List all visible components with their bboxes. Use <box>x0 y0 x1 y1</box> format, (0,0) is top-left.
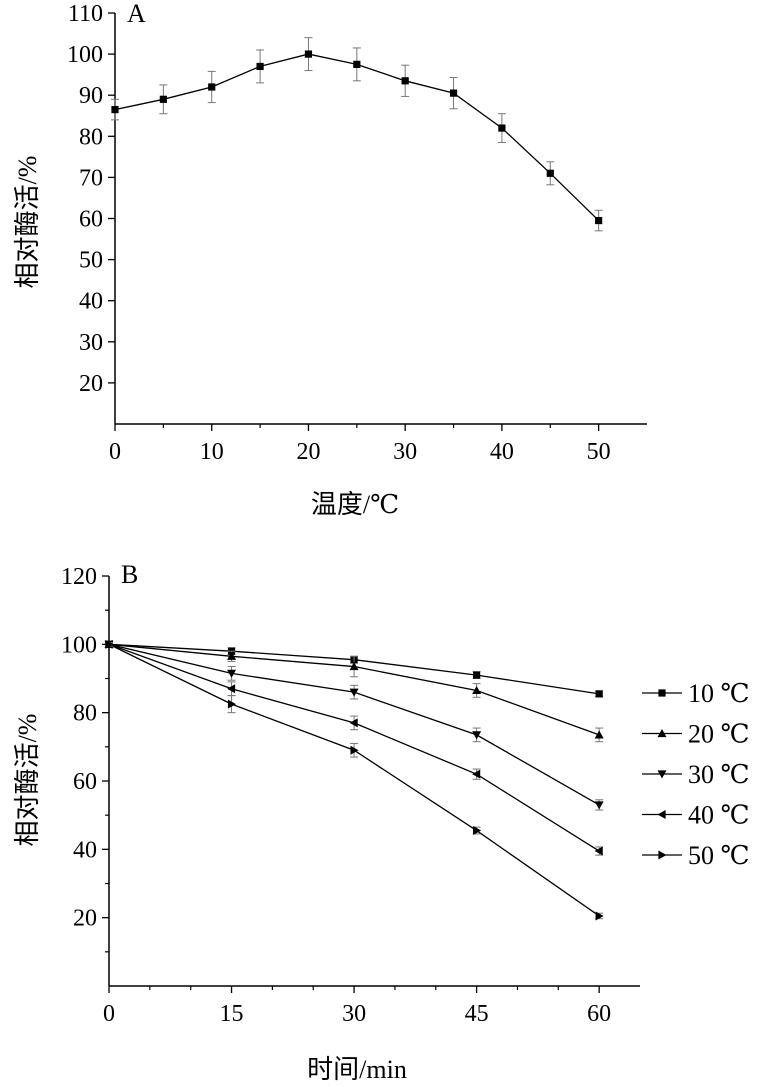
chart-b-y-axis-title: 相对酶活/% <box>13 714 42 847</box>
x-tick-label: 45 <box>465 1001 489 1027</box>
legend-label: 50 ℃ <box>688 841 750 870</box>
legend-label: 30 ℃ <box>688 760 750 789</box>
data-point <box>449 89 458 97</box>
data-point <box>401 77 409 85</box>
x-tick-label: 60 <box>587 1001 611 1027</box>
data-point <box>472 731 482 740</box>
data-point <box>105 639 114 649</box>
data-point <box>594 846 603 856</box>
data-point <box>595 690 603 698</box>
data-point <box>349 718 358 728</box>
legend-item: 10 ℃ <box>642 679 750 708</box>
data-point <box>208 83 216 91</box>
data-point <box>304 50 313 58</box>
legend-marker <box>657 810 666 819</box>
data-point <box>350 745 359 755</box>
chart-a-y-axis-title: 相对酶活/% <box>13 156 42 289</box>
legend-label: 40 ℃ <box>688 801 750 830</box>
y-tick-label: 120 <box>61 564 97 590</box>
legend-marker <box>658 689 666 697</box>
y-tick-label: 110 <box>68 1 103 27</box>
data-point <box>227 669 237 678</box>
chart-panel-a: 20 30 40 50 60 70 80 90 100 110 0 10 20 30 40 50 A 温度/… <box>13 0 647 519</box>
legend-marker <box>657 729 667 738</box>
data-point <box>159 95 167 103</box>
data-point <box>473 671 481 679</box>
y-tick-label: 80 <box>73 701 97 727</box>
data-point <box>595 216 603 225</box>
data-point <box>472 685 482 695</box>
chart-b-axes <box>108 576 640 987</box>
data-point <box>227 651 237 660</box>
x-tick-label: 50 <box>587 439 611 465</box>
chart-panel-b: 20 40 60 80 100 120 0 15 30 45 60 10 ℃ 20 ℃ 30 ℃ 40 … <box>13 560 750 1084</box>
y-tick-label: 80 <box>79 124 103 150</box>
chart-b-panel-letter: B <box>121 560 138 589</box>
y-tick-label: 40 <box>73 837 97 863</box>
data-point <box>594 730 604 739</box>
y-tick-label: 60 <box>79 207 103 233</box>
chart-b-y-ticks: 20 40 60 80 100 120 <box>61 564 109 953</box>
chart-a-y-ticks: 20 30 40 50 60 70 80 90 100 110 <box>67 1 115 397</box>
chart-b-legend: 10 ℃ 20 ℃ 30 ℃ 40 ℃ 50 ℃ <box>642 679 750 870</box>
series-3 <box>104 640 604 811</box>
chart-b-x-axis-title: 时间/min <box>307 1055 407 1084</box>
y-tick-label: 90 <box>79 83 103 109</box>
data-point <box>111 105 119 114</box>
data-point <box>472 769 481 779</box>
chart-a-x-ticks: 0 10 20 30 40 50 <box>109 424 611 465</box>
legend-item: 40 ℃ <box>642 801 750 830</box>
x-tick-label: 30 <box>393 439 417 465</box>
data-point <box>349 688 359 697</box>
data-point <box>498 124 506 132</box>
chart-b-series <box>104 639 604 921</box>
data-point <box>546 169 554 177</box>
x-tick-label: 10 <box>200 439 224 465</box>
data-point <box>595 911 604 921</box>
data-point <box>227 699 237 709</box>
legend-marker <box>657 770 667 779</box>
data-point <box>594 801 604 810</box>
y-tick-label: 40 <box>79 289 103 315</box>
y-tick-label: 100 <box>67 42 103 68</box>
data-point <box>349 662 359 671</box>
y-tick-label: 70 <box>79 165 103 191</box>
legend-marker <box>658 850 667 860</box>
series-5 <box>105 639 604 921</box>
data-point <box>473 826 482 836</box>
y-tick-label: 20 <box>73 906 97 932</box>
x-tick-label: 30 <box>342 1001 366 1027</box>
data-point <box>353 60 361 68</box>
chart-a-x-axis-title: 温度/℃ <box>311 490 399 519</box>
chart-a-panel-letter: A <box>127 0 146 28</box>
data-point <box>256 62 264 71</box>
y-tick-label: 20 <box>79 371 103 397</box>
legend-label: 10 ℃ <box>688 679 750 708</box>
x-tick-label: 40 <box>490 439 514 465</box>
chart-a-series <box>111 37 603 232</box>
chart-a-axes <box>114 13 647 425</box>
y-tick-label: 50 <box>79 248 103 274</box>
y-tick-label: 30 <box>79 330 103 356</box>
legend-item: 20 ℃ <box>642 720 750 749</box>
data-point <box>227 684 236 694</box>
legend-item: 50 ℃ <box>642 841 750 870</box>
x-tick-label: 0 <box>103 1001 115 1027</box>
y-tick-label: 60 <box>73 769 97 795</box>
x-tick-label: 0 <box>109 439 121 465</box>
chart-b-x-ticks: 0 15 30 45 60 <box>103 986 611 1027</box>
series-1 <box>111 37 603 232</box>
legend-item: 30 ℃ <box>642 760 750 789</box>
x-tick-label: 15 <box>220 1001 244 1027</box>
y-tick-label: 100 <box>61 632 97 658</box>
x-tick-label: 20 <box>296 439 320 465</box>
legend-label: 20 ℃ <box>688 720 750 749</box>
